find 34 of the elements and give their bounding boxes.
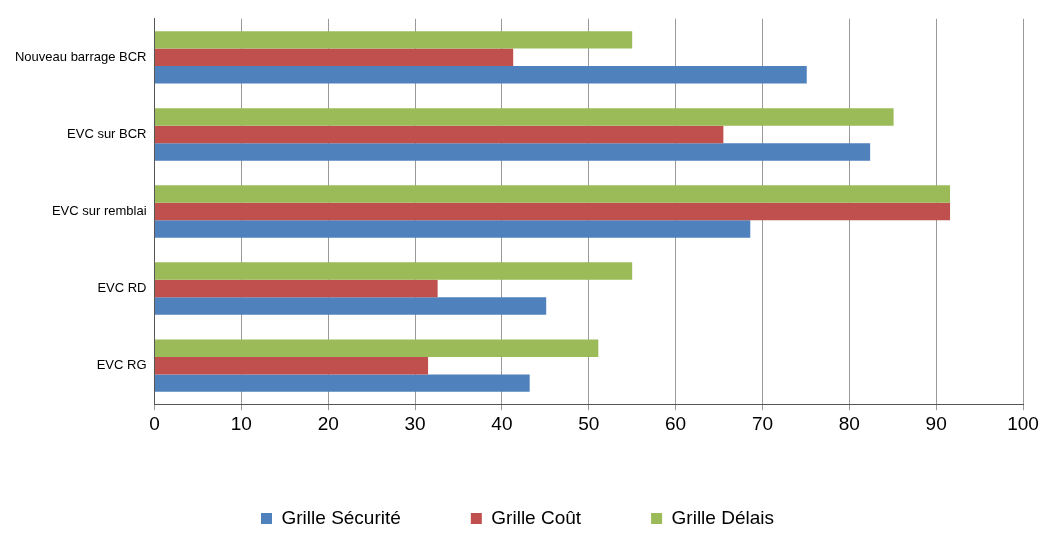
legend-label: Grille Coût	[491, 506, 582, 528]
y-tick-label: EVC RG	[96, 357, 147, 373]
legend-label: Grille Sécurité	[281, 506, 401, 528]
legend-label: Grille Délais	[671, 506, 774, 528]
x-tick-label: 0	[149, 412, 160, 434]
x-tick-label: 40	[491, 412, 513, 434]
x-tick-label: 80	[838, 412, 860, 434]
bar	[155, 202, 951, 221]
x-tick-label: 100	[1007, 412, 1039, 434]
x-tick-label: 30	[404, 412, 426, 434]
bar	[155, 279, 438, 298]
y-tick-label: Nouveau barrage BCR	[14, 48, 147, 64]
x-tick-label: 90	[925, 412, 947, 434]
y-tick-label: EVC RD	[97, 280, 147, 296]
bar	[155, 220, 751, 238]
bar	[155, 143, 871, 161]
bar	[155, 66, 807, 84]
x-tick-label: 60	[665, 412, 687, 434]
x-tick-label: 10	[230, 412, 252, 434]
bar	[155, 356, 429, 375]
y-tick-label: EVC sur BCR	[67, 126, 147, 141]
bar	[155, 185, 951, 203]
bar	[155, 339, 599, 357]
bar	[155, 108, 894, 126]
bar	[155, 262, 633, 280]
bar	[155, 297, 547, 315]
y-tick-label: EVC sur remblai	[51, 203, 147, 219]
x-tick-label: 50	[578, 412, 600, 434]
x-tick-label: 70	[751, 412, 774, 434]
x-tick-label: 20	[317, 412, 339, 434]
bar	[155, 125, 724, 144]
bar	[155, 374, 530, 392]
bar	[155, 48, 514, 67]
bar	[155, 31, 633, 49]
